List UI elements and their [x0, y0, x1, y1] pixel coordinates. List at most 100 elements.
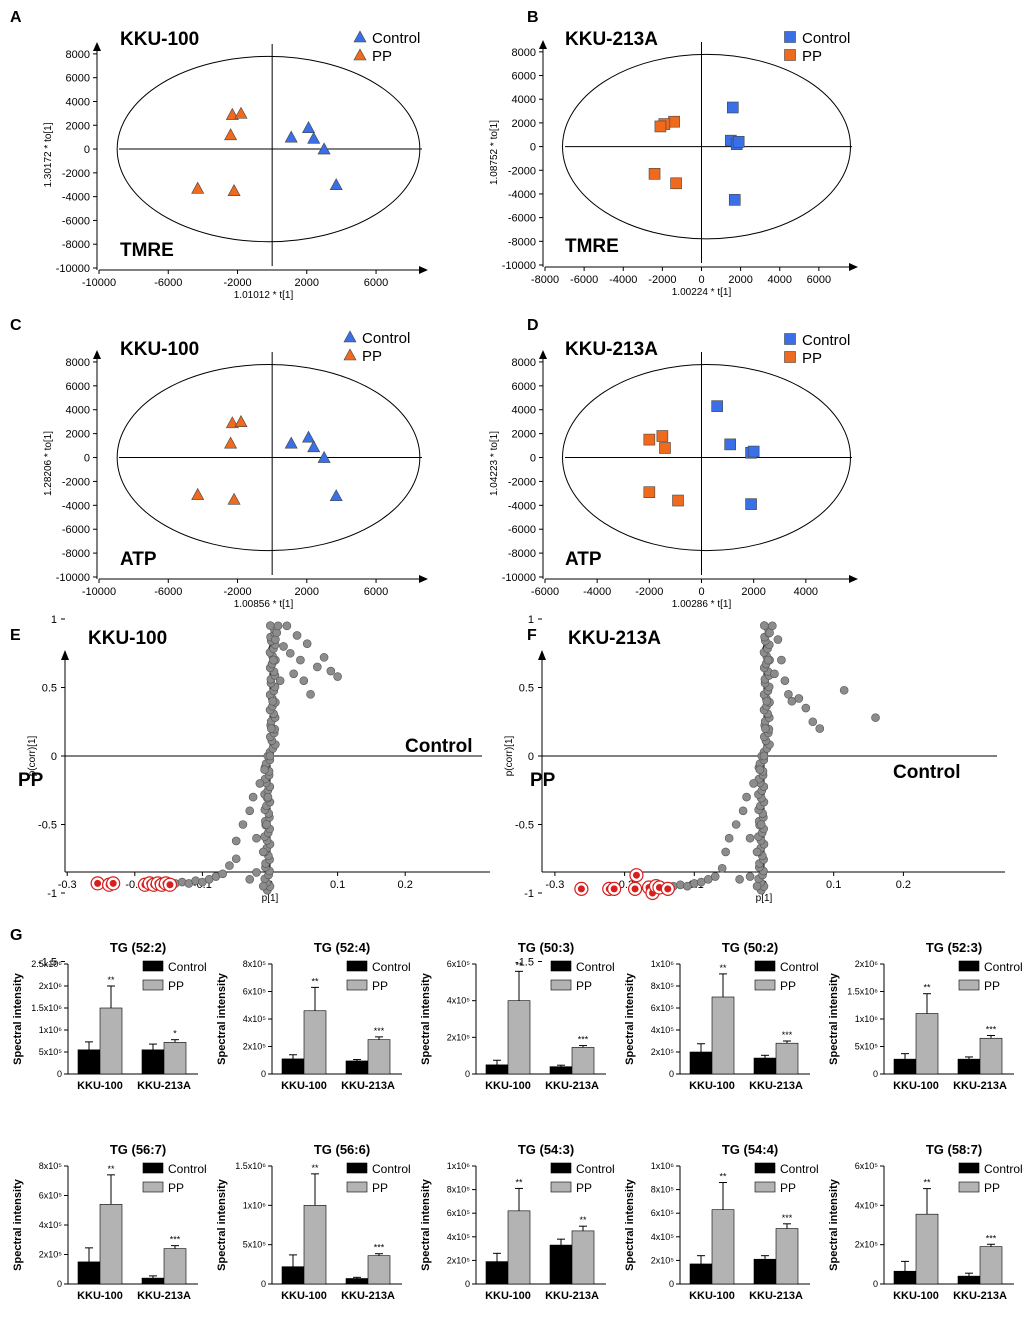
significance-marker: ***	[986, 1233, 997, 1243]
data-point	[273, 621, 283, 631]
y-axis-label: p(corr)[1]	[27, 735, 38, 776]
category-label: KKU-213A	[953, 1080, 1007, 1092]
legend-swatch-pp	[346, 1181, 368, 1193]
panel-title: KKU-100	[120, 339, 199, 360]
chart-title: TG (52:2)	[110, 940, 166, 955]
data-point	[762, 696, 772, 706]
y-axis-label: Spectral intensity	[624, 1178, 636, 1271]
y-tick-label: 0.5	[42, 683, 57, 695]
bar-pp	[163, 1248, 187, 1285]
data-point	[299, 676, 309, 685]
legend-swatch-pp	[550, 1181, 572, 1193]
y-axis-label: Spectral intensity	[216, 1178, 228, 1271]
y-axis-arrow-icon	[539, 40, 547, 49]
legend-swatch-pp	[550, 979, 572, 991]
category-label: KKU-213A	[545, 1290, 599, 1302]
y-tick-label: 2x10⁶	[855, 959, 879, 969]
significance-marker: ***	[374, 1026, 385, 1036]
point-control	[711, 400, 723, 412]
y-tick-label: -4000	[62, 192, 90, 204]
category-label: KKU-100	[281, 1290, 327, 1302]
data-point	[275, 676, 285, 685]
y-tick-label: 1x10⁶	[651, 959, 675, 969]
x-tick-label: -0.3	[58, 879, 77, 891]
data-point	[801, 703, 811, 713]
bar-pp	[99, 1007, 123, 1075]
data-point	[763, 655, 773, 665]
legend-label-pp: PP	[780, 1181, 796, 1195]
significance-marker: *	[173, 1029, 177, 1039]
y-tick-label: -10000	[502, 260, 536, 272]
legend-swatch-control	[754, 960, 776, 972]
data-point	[231, 836, 241, 846]
data-point	[745, 872, 755, 881]
significance-marker: **	[515, 1177, 523, 1187]
y-tick-label: 8x10⁵	[651, 1185, 675, 1195]
legend-label-control: Control	[168, 960, 207, 974]
y-tick-label: -4000	[62, 500, 90, 512]
legend-swatch-pp	[754, 1181, 776, 1193]
y-tick-label: 0	[261, 1279, 266, 1289]
y-axis-label: 1.28206 * to[1]	[43, 431, 54, 496]
data-point	[770, 669, 779, 679]
y-tick-label: -6000	[508, 213, 536, 225]
point-control	[284, 436, 298, 449]
label-pp: PP	[18, 770, 44, 791]
panel-letter-d: D	[527, 317, 539, 334]
data-point	[262, 820, 271, 829]
bar-chart-tg-52-2-: TG (52:2) 0 5x10⁵ 1x10⁶ 1.5x10⁶ 2x10⁶ 2.5x10⁶ S…	[12, 940, 207, 1092]
point-pp	[191, 487, 205, 500]
legend-marker-control	[353, 30, 367, 43]
data-point	[326, 666, 336, 676]
y-tick-label: 1.5x10⁶	[847, 987, 878, 997]
legend-marker-pp	[784, 351, 796, 363]
chart-title: TG (54:4)	[722, 1142, 778, 1157]
category-label: KKU-213A	[137, 1080, 191, 1092]
x-tick-label: 2000	[295, 586, 319, 598]
y-tick-label: 8000	[66, 357, 90, 369]
point-control	[302, 430, 316, 443]
y-tick-label: 0	[51, 751, 57, 763]
x-tick-label: -4000	[583, 586, 611, 598]
y-tick-label: 2.5x10⁶	[31, 959, 62, 969]
data-point	[717, 864, 727, 873]
point-control	[284, 130, 298, 143]
significance-marker: **	[923, 1178, 931, 1188]
pca-panel-b: -8000 -6000 -4000 -2000 0 2000 4000 6000 8000 600…	[489, 29, 858, 298]
bar-control	[689, 1051, 713, 1075]
y-tick-label: 1.5x10⁶	[31, 1003, 62, 1013]
point-control	[307, 131, 321, 144]
x-tick-label: -8000	[531, 274, 559, 286]
y-axis-label: 1.08752 * to[1]	[489, 120, 500, 185]
category-label: KKU-100	[893, 1080, 939, 1092]
legend-label-pp: PP	[984, 979, 1000, 993]
legend-label-control: Control	[576, 1162, 615, 1176]
data-point	[689, 879, 699, 888]
chart-title: TG (56:6)	[314, 1142, 370, 1157]
pca-panel-d: -6000 -4000 -2000 0 2000 4000 8000 6000 4000 2000…	[489, 332, 858, 610]
x-tick-label: -6000	[154, 277, 182, 289]
x-axis-arrow-icon	[849, 575, 858, 583]
y-axis-label: Spectral intensity	[624, 972, 636, 1065]
y-tick-label: 6x10⁵	[39, 1191, 63, 1201]
chart-title: TG (54:3)	[518, 1142, 574, 1157]
legend-swatch-control	[550, 960, 572, 972]
y-tick-label: 0	[84, 453, 90, 465]
data-point	[871, 713, 880, 722]
y-tick-label: -0.5	[515, 820, 534, 832]
chart-title: TG (52:3)	[926, 940, 982, 955]
y-axis-arrow-icon	[93, 42, 101, 51]
bar-control	[689, 1263, 713, 1285]
y-axis-label: 1.30172 * to[1]	[43, 122, 54, 187]
y-tick-label: -4000	[508, 189, 536, 201]
y-tick-label: 2000	[512, 118, 536, 130]
x-axis-arrow-icon	[849, 263, 858, 271]
data-point	[282, 621, 292, 631]
y-tick-label: 8000	[512, 47, 536, 59]
data-point	[252, 833, 261, 843]
data-point	[238, 820, 248, 829]
y-axis-label: Spectral intensity	[12, 972, 24, 1065]
y-axis-label: Spectral intensity	[828, 1178, 840, 1271]
y-tick-label: 2x10⁵	[243, 1042, 267, 1052]
assay-label: ATP	[565, 549, 602, 570]
